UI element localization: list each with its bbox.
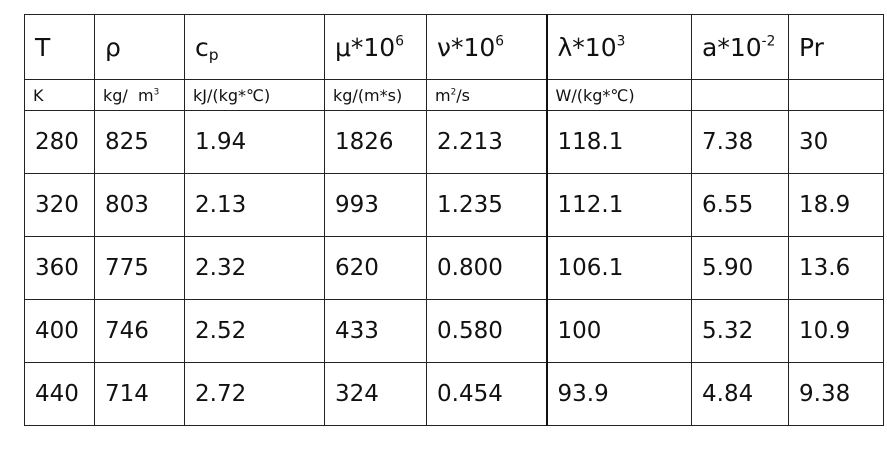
cell-cp: 2.32 [184,236,325,300]
cell-T: 320 [24,173,95,237]
cell-cp: 2.13 [184,173,325,237]
cell-Pr: 10.9 [788,299,884,363]
cell-mu: 433 [324,299,427,363]
cell-T: 440 [24,362,95,426]
unit-Pr [788,79,884,111]
cell-Pr: 18.9 [788,173,884,237]
cell-mu: 620 [324,236,427,300]
header-row: T ρ cp μ*106 ν*106 λ*103 a*10-2 Pr [24,14,884,80]
table-row: 360 775 2.32 620 0.800 106.1 5.90 13.6 [24,236,884,300]
property-table: T ρ cp μ*106 ν*106 λ*103 a*10-2 Pr K kg/… [24,14,884,426]
cell-lambda: 93.9 [545,362,692,426]
units-row: K kg/ m3 kJ/(kg*℃) kg/(m*s) m2/s W/(kg*℃… [24,79,884,111]
cell-mu: 324 [324,362,427,426]
cell-rho: 825 [94,110,185,174]
header-a: a*10-2 [691,14,789,80]
unit-nu: m2/s [426,79,547,111]
header-nu: ν*106 [426,14,547,80]
cell-Pr: 13.6 [788,236,884,300]
cell-T: 400 [24,299,95,363]
unit-a [691,79,789,111]
cell-nu: 0.580 [426,299,547,363]
table-row: 280 825 1.94 1826 2.213 118.1 7.38 30 [24,110,884,174]
table-row: 400 746 2.52 433 0.580 100 5.32 10.9 [24,299,884,363]
cell-lambda: 112.1 [545,173,692,237]
cell-lambda: 100 [545,299,692,363]
cell-a: 4.84 [691,362,789,426]
cell-lambda: 118.1 [545,110,692,174]
cell-a: 7.38 [691,110,789,174]
cell-nu: 2.213 [426,110,547,174]
unit-rho: kg/ m3 [94,79,185,111]
cell-cp: 2.52 [184,299,325,363]
cell-a: 6.55 [691,173,789,237]
cell-lambda: 106.1 [545,236,692,300]
cell-rho: 714 [94,362,185,426]
header-rho: ρ [94,14,185,80]
header-lambda: λ*103 [545,14,692,80]
cell-cp: 2.72 [184,362,325,426]
unit-cp: kJ/(kg*℃) [184,79,325,111]
header-mu: μ*106 [324,14,427,80]
cell-rho: 746 [94,299,185,363]
cell-cp: 1.94 [184,110,325,174]
cell-mu: 993 [324,173,427,237]
unit-mu: kg/(m*s) [324,79,427,111]
cell-nu: 1.235 [426,173,547,237]
cell-rho: 775 [94,236,185,300]
cell-nu: 0.800 [426,236,547,300]
header-T: T [24,14,95,80]
cell-T: 360 [24,236,95,300]
cell-nu: 0.454 [426,362,547,426]
table-row: 440 714 2.72 324 0.454 93.9 4.84 9.38 [24,362,884,426]
header-cp: cp [184,14,325,80]
unit-lambda: W/(kg*℃) [545,79,692,111]
cell-Pr: 9.38 [788,362,884,426]
table-row: 320 803 2.13 993 1.235 112.1 6.55 18.9 [24,173,884,237]
header-Pr: Pr [788,14,884,80]
cell-T: 280 [24,110,95,174]
cell-a: 5.32 [691,299,789,363]
cell-rho: 803 [94,173,185,237]
cell-mu: 1826 [324,110,427,174]
cell-a: 5.90 [691,236,789,300]
cell-Pr: 30 [788,110,884,174]
unit-T: K [24,79,95,111]
